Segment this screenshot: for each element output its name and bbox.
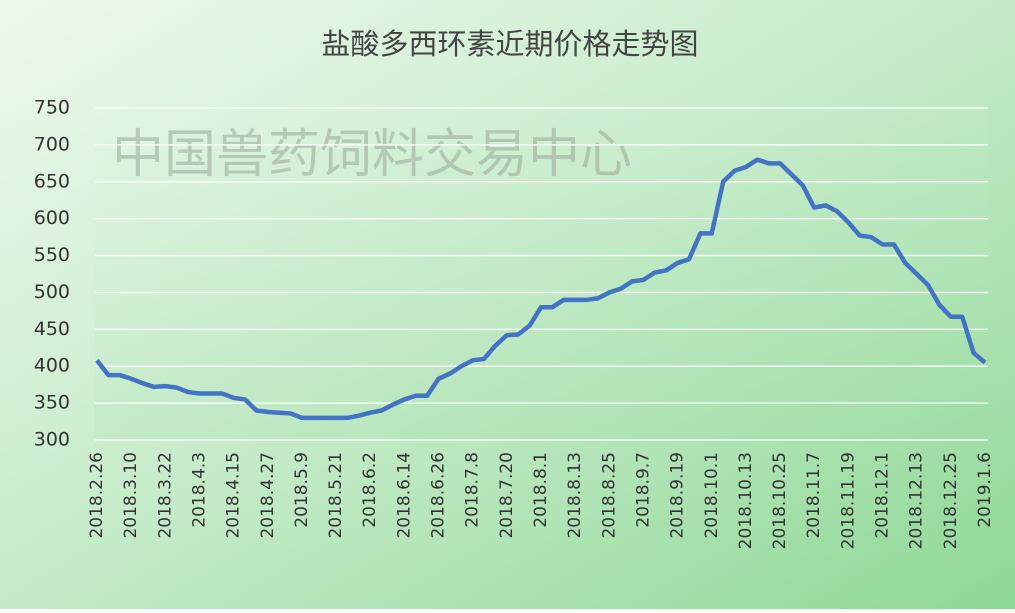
x-tick-label: 2018.4.27 [258, 452, 278, 539]
chart-title: 盐酸多西环素近期价格走势图 [321, 27, 698, 61]
x-tick-label: 2018.4.3 [189, 452, 209, 528]
x-tick-label: 2018.3.10 [121, 452, 141, 539]
y-tick-label: 450 [34, 318, 70, 340]
line [95, 157, 987, 421]
y-tick-label: 400 [34, 355, 70, 377]
x-tick-label: 2018.11.7 [804, 452, 824, 539]
watermark: 中国兽药饲料交易中心 [112, 125, 632, 185]
x-tick-label: 2018.9.7 [633, 452, 653, 528]
x-tick-label: 2018.9.19 [668, 452, 688, 539]
x-tick-label: 2018.7.8 [463, 452, 483, 528]
y-tick-label: 750 [34, 97, 70, 119]
x-tick-label: 2018.5.21 [326, 452, 346, 539]
x-tick-label: 2018.6.14 [394, 452, 414, 539]
y-tick-label: 500 [34, 281, 70, 303]
y-tick-label: 650 [34, 170, 70, 192]
x-tick-label: 2019.1.6 [975, 452, 995, 528]
x-tick-label: 2018.10.1 [702, 452, 722, 539]
x-tick-label: 2018.2.26 [87, 452, 107, 539]
x-tick-label: 2018.7.20 [497, 452, 517, 539]
y-tick-label: 350 [34, 392, 70, 414]
x-tick-label: 2018.6.2 [360, 452, 380, 528]
x-tick-label: 2018.5.9 [292, 452, 312, 528]
x-tick-label: 2018.8.25 [599, 452, 619, 539]
x-tick-label: 2018.12.25 [941, 452, 961, 549]
x-tick-label: 2018.8.13 [565, 452, 585, 539]
plot-area [95, 108, 988, 440]
x-tick-label: 2018.12.13 [907, 452, 927, 549]
y-tick-label: 300 [34, 429, 70, 451]
x-tick-label: 2018.10.25 [770, 452, 790, 549]
y-tick-label: 600 [34, 207, 70, 229]
x-tick-label: 2018.4.15 [224, 452, 244, 539]
x-tick-label: 2018.6.26 [429, 452, 449, 539]
x-tick-label: 2018.11.19 [838, 452, 858, 549]
x-tick-label: 2018.10.13 [736, 452, 756, 549]
x-tick-label: 2018.8.1 [531, 452, 551, 528]
x-tick-label: 2018.12.1 [873, 452, 893, 539]
x-tick-label: 2018.3.22 [155, 452, 175, 539]
y-tick-label: 550 [34, 244, 70, 266]
y-tick-label: 700 [34, 133, 70, 155]
